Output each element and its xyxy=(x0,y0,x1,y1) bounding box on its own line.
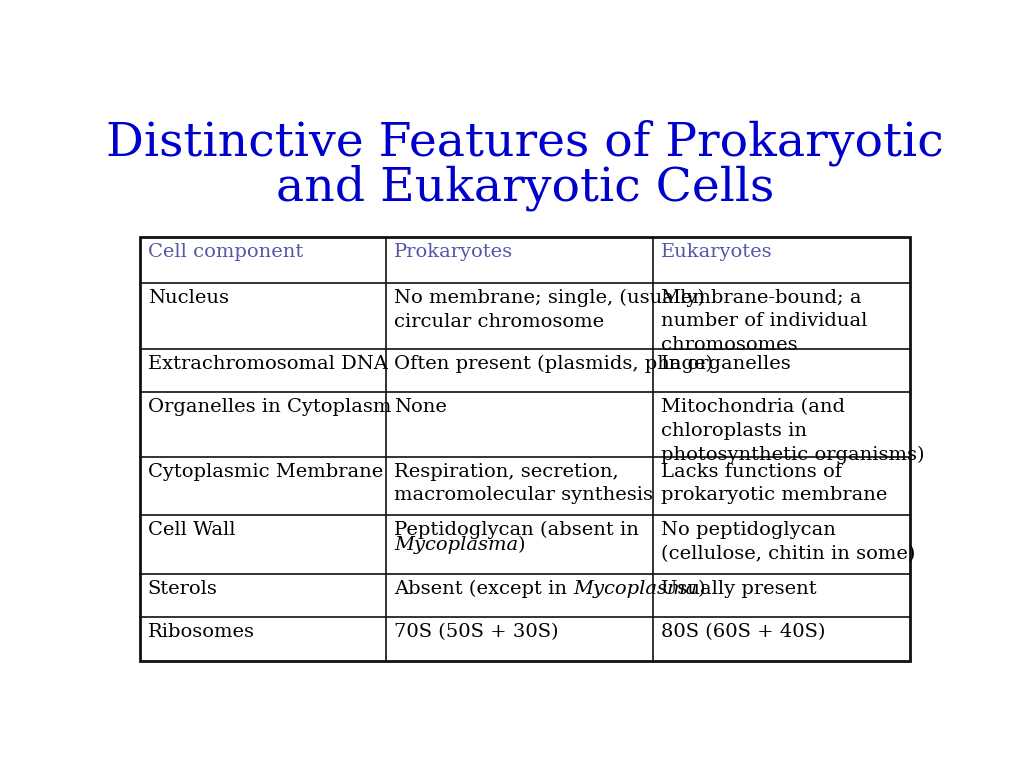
Text: Cytoplasmic Membrane: Cytoplasmic Membrane xyxy=(147,462,383,481)
Text: Mycoplasma: Mycoplasma xyxy=(394,536,518,554)
Text: 70S (50S + 30S): 70S (50S + 30S) xyxy=(394,624,558,641)
Text: Lacks functions of
prokaryotic membrane: Lacks functions of prokaryotic membrane xyxy=(662,462,888,504)
Text: Distinctive Features of Prokaryotic: Distinctive Features of Prokaryotic xyxy=(105,119,944,166)
Text: Mycoplasma: Mycoplasma xyxy=(573,580,697,598)
Text: Membrane-bound; a
number of individual
chromosomes: Membrane-bound; a number of individual c… xyxy=(662,289,867,354)
Text: and Eukaryotic Cells: and Eukaryotic Cells xyxy=(275,164,774,211)
Text: Ribosomes: Ribosomes xyxy=(147,624,255,641)
Text: Extrachromosomal DNA: Extrachromosomal DNA xyxy=(147,355,388,372)
Text: Mitochondria (and
chloroplasts in
photosynthetic organisms): Mitochondria (and chloroplasts in photos… xyxy=(662,399,925,464)
Text: Cell Wall: Cell Wall xyxy=(147,521,236,539)
Text: Usually present: Usually present xyxy=(662,580,817,598)
Text: Prokaryotes: Prokaryotes xyxy=(394,243,513,261)
Text: No peptidoglycan
(cellulose, chitin in some): No peptidoglycan (cellulose, chitin in s… xyxy=(662,521,915,563)
Text: Eukaryotes: Eukaryotes xyxy=(662,243,773,261)
Text: No membrane; single, (usually)
circular chromosome: No membrane; single, (usually) circular … xyxy=(394,289,705,330)
Text: Organelles in Cytoplasm: Organelles in Cytoplasm xyxy=(147,399,391,416)
Text: Absent (except in: Absent (except in xyxy=(394,580,573,598)
Text: Respiration, secretion,
macromolecular synthesis: Respiration, secretion, macromolecular s… xyxy=(394,462,653,504)
Text: Cell component: Cell component xyxy=(147,243,303,261)
Text: Peptidoglycan (absent in: Peptidoglycan (absent in xyxy=(394,521,639,539)
Text: Nucleus: Nucleus xyxy=(147,289,228,306)
Text: Sterols: Sterols xyxy=(147,580,218,598)
Text: 80S (60S + 40S): 80S (60S + 40S) xyxy=(662,624,825,641)
Text: Often present (plasmids, phage): Often present (plasmids, phage) xyxy=(394,355,713,373)
Text: None: None xyxy=(394,399,446,416)
Bar xyxy=(140,237,909,661)
Text: In organelles: In organelles xyxy=(662,355,792,372)
Text: ): ) xyxy=(697,580,705,598)
Text: ): ) xyxy=(518,536,525,554)
